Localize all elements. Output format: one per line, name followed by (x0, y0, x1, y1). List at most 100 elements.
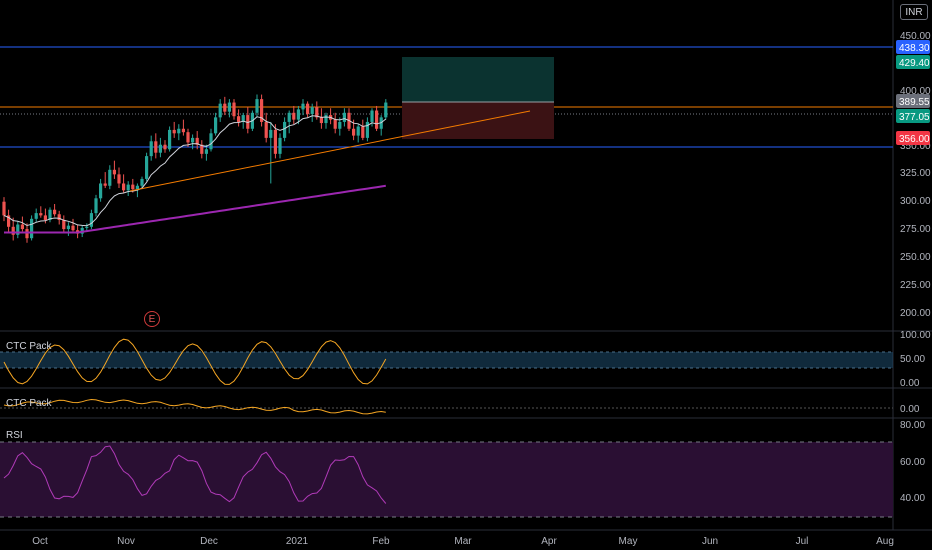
candle-body (20, 224, 24, 230)
candle-body (237, 116, 241, 122)
candle-body (232, 102, 236, 117)
currency-badge[interactable]: INR (900, 4, 928, 20)
rsi-tick-label: 80.00 (900, 420, 925, 431)
candle-body (145, 156, 149, 179)
price-tick-label: 250.00 (900, 252, 931, 263)
candle-body (186, 132, 190, 143)
candle-body (218, 103, 222, 118)
ctc2-pane-label: CTC Pack (6, 398, 53, 409)
position-target-zone (402, 57, 554, 102)
price-tag-label: 377.05 (899, 112, 930, 123)
candle-body (324, 115, 328, 124)
position-stop-zone (402, 102, 554, 139)
price-tag (896, 94, 930, 108)
candle-body (287, 112, 291, 122)
candle-body (365, 121, 369, 138)
candle-body (43, 215, 47, 220)
candle-body (25, 229, 29, 239)
candle-body (117, 174, 121, 184)
candle-body (172, 129, 176, 134)
time-axis-label: May (619, 536, 638, 547)
candle-body (163, 144, 167, 150)
candle-body (140, 178, 144, 186)
ema-slow-line (4, 184, 386, 234)
price-tag (896, 40, 930, 54)
candle-body (57, 214, 61, 220)
time-axis-label: Oct (32, 536, 48, 547)
candle-body (209, 133, 213, 150)
candle-body (223, 103, 227, 112)
price-tag-label: 429.40 (899, 58, 930, 69)
candle-body (131, 184, 135, 190)
time-axis-label: 2021 (286, 536, 309, 547)
candle-body (39, 213, 43, 216)
candle-body (260, 99, 264, 122)
time-axis-label: Jun (702, 536, 718, 547)
earnings-event-marker[interactable]: E (144, 311, 160, 327)
candle-body (356, 126, 360, 136)
candle-body (375, 110, 379, 129)
candle-body (278, 137, 282, 154)
price-tick-label: 300.00 (900, 196, 931, 207)
candle-body (48, 209, 52, 220)
candle-body (99, 183, 103, 199)
time-axis-label: Apr (541, 536, 557, 547)
ctc-tick-label: 0.00 (900, 378, 920, 389)
time-axis-label: Aug (876, 536, 894, 547)
candle-body (66, 225, 70, 230)
price-tag (896, 55, 930, 69)
price-tag (896, 131, 930, 145)
candle-body (296, 109, 300, 120)
candle-body (319, 117, 323, 124)
price-tag (896, 109, 930, 123)
time-axis-label: Nov (117, 536, 135, 547)
candle-body (310, 107, 314, 114)
candle-body (191, 137, 195, 143)
candle-body (158, 144, 162, 153)
rsi-line (3, 445, 387, 504)
rsi-band (0, 442, 893, 517)
candle-body (283, 121, 287, 138)
candles-group (2, 94, 388, 243)
candle-body (89, 213, 93, 227)
ctc2-line (3, 398, 386, 415)
ctc-tick-label: 100.00 (900, 330, 931, 341)
candle-body (301, 103, 305, 110)
candle-body (333, 119, 337, 129)
candle-body (269, 129, 273, 138)
candle-body (264, 121, 268, 138)
candle-body (204, 149, 208, 154)
candle-body (200, 144, 204, 154)
candle-body (103, 183, 107, 186)
candle-body (352, 128, 356, 136)
trend-line (129, 110, 531, 192)
candle-body (246, 115, 250, 129)
candle-body (255, 99, 259, 113)
ctc-oscillator-line (3, 338, 387, 385)
candle-body (370, 110, 374, 122)
price-tick-label: 275.00 (900, 224, 931, 235)
price-tick-label: 350.00 (900, 141, 931, 152)
price-tag-label: 356.00 (899, 134, 930, 145)
candle-body (384, 102, 388, 118)
candle-body (195, 137, 199, 145)
candle-body (7, 215, 11, 227)
candle-body (181, 128, 185, 133)
candle-body (16, 224, 20, 235)
candle-body (34, 213, 38, 219)
candle-body (177, 128, 181, 134)
price-tick-label: 325.00 (900, 168, 931, 179)
price-tick-label: 400.00 (900, 86, 931, 97)
candle-body (112, 169, 116, 175)
time-axis-label: Feb (372, 536, 390, 547)
candle-body (126, 184, 130, 191)
candle-body (214, 117, 218, 134)
price-tick-label: 200.00 (900, 308, 931, 319)
candle-body (315, 107, 319, 118)
price-tag-label: 389.55 (899, 97, 930, 108)
price-tick-label: 450.00 (900, 31, 931, 42)
rsi-tick-label: 40.00 (900, 493, 925, 504)
price-tick-label: 225.00 (900, 280, 931, 291)
